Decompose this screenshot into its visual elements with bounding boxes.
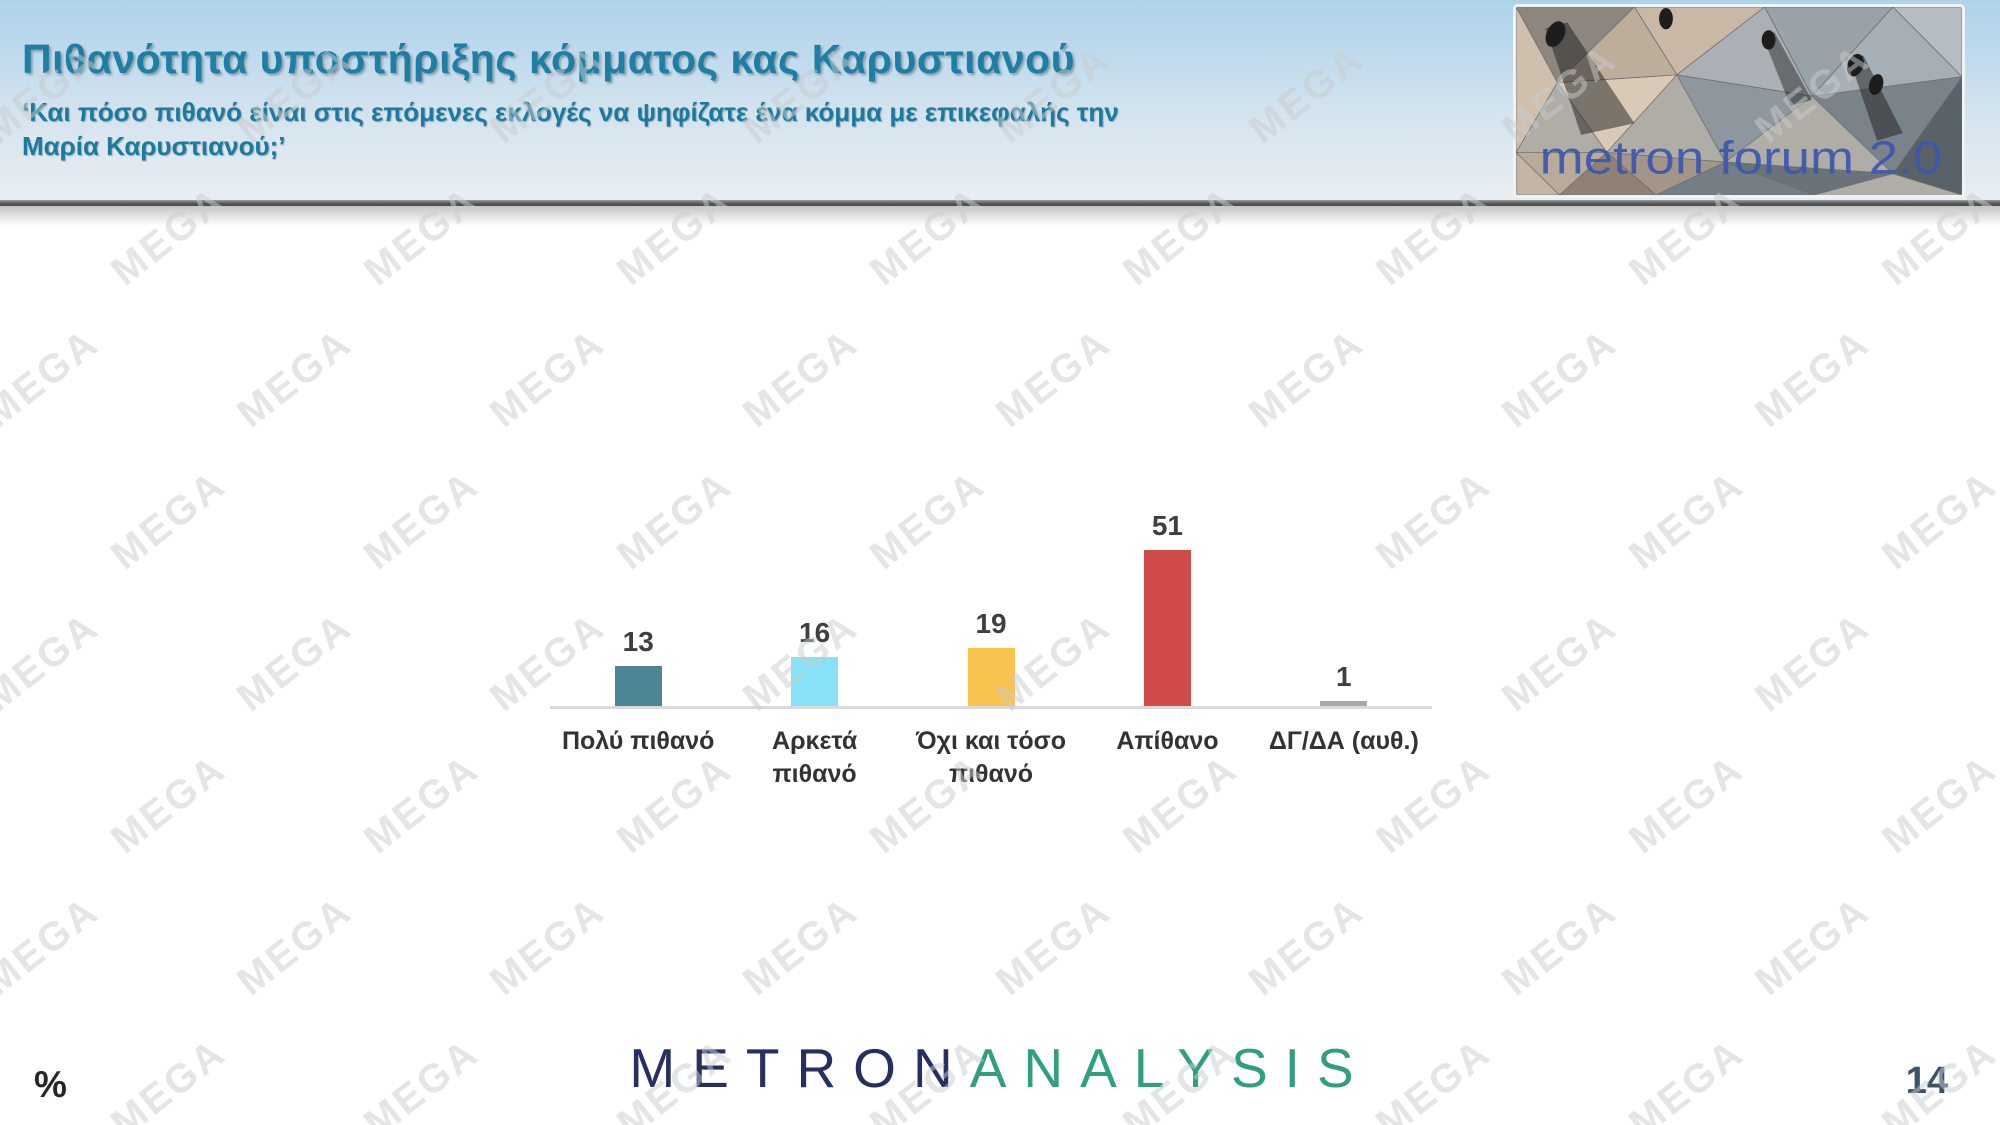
logo-metron-text: METRON bbox=[629, 1037, 970, 1099]
bar bbox=[1320, 701, 1368, 706]
metron-forum-photo: metron forum 2.0 bbox=[1513, 4, 1965, 198]
bar-value-label: 1 bbox=[1336, 661, 1352, 692]
mega-watermark: MEGA bbox=[1747, 320, 1879, 437]
bar-slot: 16 bbox=[726, 617, 902, 706]
mosaic-plaza-image: metron forum 2.0 bbox=[1516, 7, 1962, 195]
bar-slot: 13 bbox=[550, 626, 726, 706]
category-label: ΔΓ/ΔΑ (αυθ.) bbox=[1268, 727, 1419, 755]
chart-plot-area: 13 16 19 51 1 bbox=[550, 420, 1432, 709]
bar bbox=[614, 666, 662, 706]
mega-watermark: MEGA bbox=[1494, 320, 1626, 437]
bar-value-label: 51 bbox=[1151, 510, 1183, 541]
category-label: Πολύ πιθανό bbox=[561, 727, 715, 755]
header-divider bbox=[0, 200, 2000, 226]
category-label: Απίθανο bbox=[1116, 727, 1219, 755]
bar-value-label: 16 bbox=[799, 617, 831, 648]
mega-watermark: MEGA bbox=[103, 1030, 235, 1125]
mega-watermark: MEGA bbox=[356, 1030, 488, 1125]
mega-watermark: MEGA bbox=[1874, 746, 2000, 863]
metron-forum-caption: metron forum 2.0 bbox=[1540, 132, 1943, 184]
bar bbox=[967, 648, 1015, 706]
mega-watermark: MEGA bbox=[1874, 462, 2000, 579]
page-number: 14 bbox=[1905, 1060, 1948, 1102]
mega-watermark: MEGA bbox=[229, 888, 361, 1005]
mega-watermark: MEGA bbox=[229, 320, 361, 437]
mega-watermark: MEGA bbox=[482, 888, 614, 1005]
category-label: Όχι και τόσο πιθανό bbox=[915, 727, 1067, 788]
mega-watermark: MEGA bbox=[1747, 604, 1879, 721]
page-title: Πιθανότητα υποστήριξης κόμματος κας Καρυ… bbox=[22, 36, 1075, 82]
mega-watermark: MEGA bbox=[0, 888, 108, 1005]
bar bbox=[791, 657, 839, 706]
mega-watermark: MEGA bbox=[1241, 888, 1373, 1005]
mega-watermark: MEGA bbox=[1621, 746, 1753, 863]
mega-watermark: MEGA bbox=[1747, 888, 1879, 1005]
mega-watermark: MEGA bbox=[1368, 1030, 1500, 1125]
bar-value-label: 19 bbox=[975, 608, 1007, 639]
metron-analysis-logo: METRONANALYSIS bbox=[629, 1036, 1370, 1100]
mega-watermark: MEGA bbox=[1494, 888, 1626, 1005]
mega-watermark: MEGA bbox=[1621, 1030, 1753, 1125]
bar-slot: 1 bbox=[1256, 661, 1432, 706]
bar-slot: 19 bbox=[903, 608, 1079, 706]
mega-watermark: MEGA bbox=[1621, 462, 1753, 579]
mega-watermark: MEGA bbox=[1494, 604, 1626, 721]
percent-unit-symbol: % bbox=[34, 1064, 67, 1105]
bar bbox=[1143, 550, 1191, 706]
mega-watermark: MEGA bbox=[356, 462, 488, 579]
bar-slot: 51 bbox=[1079, 510, 1255, 706]
page-subtitle: ‘Και πόσο πιθανό είναι στις επόμενες εκλ… bbox=[22, 97, 1119, 162]
mega-watermark: MEGA bbox=[103, 746, 235, 863]
chart-category-labels: Πολύ πιθανό Αρκετά πιθανό Όχι και τόσο πιθ… bbox=[550, 725, 1432, 790]
mega-watermark: MEGA bbox=[0, 320, 108, 437]
mega-watermark: MEGA bbox=[0, 604, 108, 721]
mega-watermark: MEGA bbox=[735, 888, 867, 1005]
mega-watermark: MEGA bbox=[229, 604, 361, 721]
mega-watermark: MEGA bbox=[988, 888, 1120, 1005]
mega-watermark: MEGA bbox=[103, 462, 235, 579]
bar-value-label: 13 bbox=[622, 626, 654, 657]
category-label: Αρκετά πιθανό bbox=[772, 727, 858, 788]
mega-watermark: MEGA bbox=[356, 746, 488, 863]
logo-analysis-text: ANALYSIS bbox=[969, 1037, 1371, 1099]
bar-chart: 13 16 19 51 1 Πολύ πιθανό Αρκετά πιθανό Όχι κα… bbox=[550, 420, 1432, 790]
